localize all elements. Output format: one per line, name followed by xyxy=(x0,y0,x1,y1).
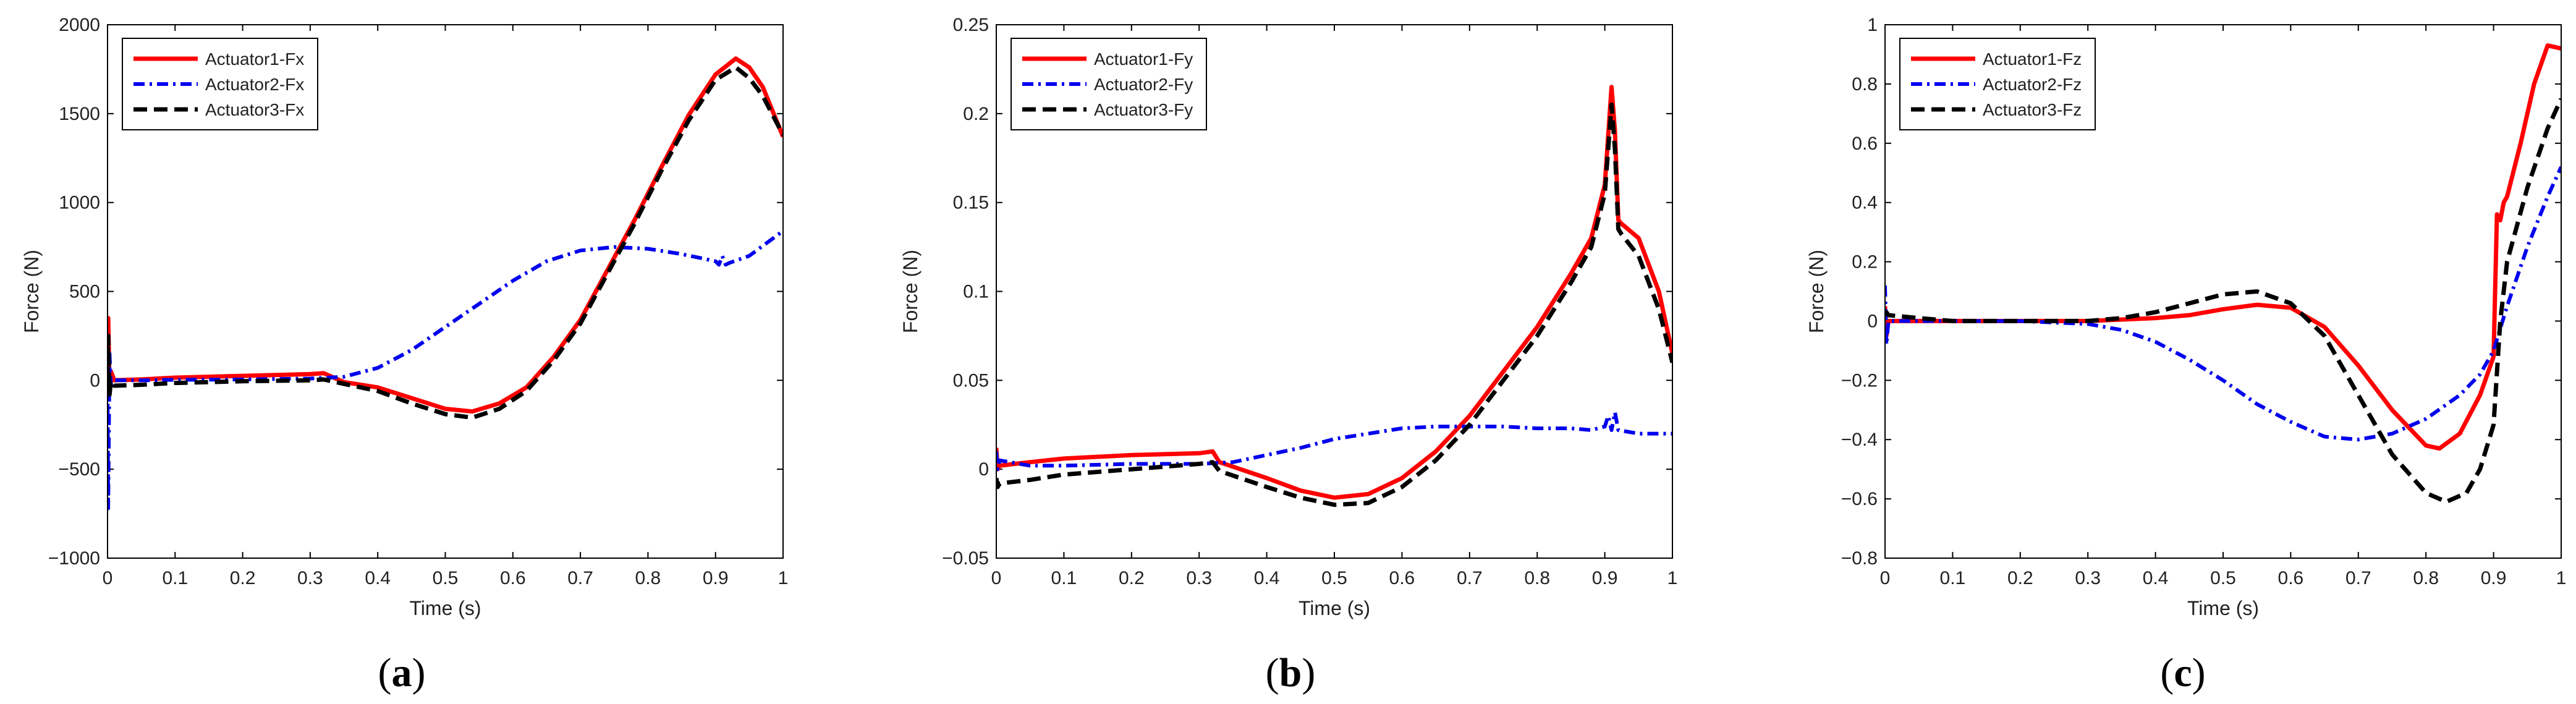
legend-entry-label: Actuator3-Fz xyxy=(1983,100,2082,119)
x-tick-label: 0.7 xyxy=(567,568,593,588)
x-tick-label: 0 xyxy=(991,568,1002,588)
x-tick-label: 0 xyxy=(1880,568,1891,588)
y-tick-label: 0.15 xyxy=(953,193,989,213)
y-tick-label: 2000 xyxy=(59,15,100,35)
x-tick-label: 1 xyxy=(1667,568,1678,588)
x-tick-label: 0.2 xyxy=(230,568,256,588)
y-tick-label: 0 xyxy=(1867,311,1878,331)
x-tick-label: 0.4 xyxy=(1254,568,1280,588)
series-line-actuator2-fx xyxy=(108,229,783,511)
x-tick-label: 1 xyxy=(2556,568,2567,588)
x-tick-label: 0.3 xyxy=(2075,568,2101,588)
y-axis-label: Force (N) xyxy=(899,250,922,333)
y-tick-label: −0.2 xyxy=(1841,370,1878,391)
legend-entry-label: Actuator1-Fy xyxy=(1094,49,1193,69)
y-tick-label: 0.25 xyxy=(953,15,989,35)
y-tick-label: 0 xyxy=(90,370,100,391)
y-tick-label: 0.2 xyxy=(963,104,989,124)
legend-entry-label: Actuator2-Fy xyxy=(1094,75,1193,94)
y-tick-label: 0.05 xyxy=(953,370,989,391)
x-tick-label: 0 xyxy=(103,568,113,588)
y-tick-label: 0.6 xyxy=(1852,134,1878,154)
series-line-actuator3-fx xyxy=(108,65,783,420)
x-axis-label: Time (s) xyxy=(409,597,481,619)
x-tick-label: 0.5 xyxy=(1321,568,1347,588)
series-line-actuator3-fy xyxy=(996,102,1672,507)
x-tick-label: 0.5 xyxy=(2210,568,2236,588)
x-axis-label: Time (s) xyxy=(2187,597,2259,619)
y-tick-label: 500 xyxy=(69,282,100,302)
chart-panel-a: 0 0.1 0.2 0.3 0.4 0.5 0.6 0.7 0.8 0.9 1 −1000 −500 0 5… xyxy=(20,15,788,619)
series-line-actuator2-fy xyxy=(996,410,1672,472)
panel-label-a: (a) xyxy=(378,650,426,695)
chart-panel-c: 0 0.1 0.2 0.3 0.4 0.5 0.6 0.7 0.8 0.9 1 −0.8 −0.6 −0.… xyxy=(1805,15,2566,619)
legend: Actuator1-Fz Actuator2-Fz Actuator3-Fz xyxy=(1899,38,2096,130)
y-tick-label: 1000 xyxy=(59,193,100,213)
legend-entry-label: Actuator1-Fx xyxy=(205,49,304,69)
x-tick-label: 0.6 xyxy=(1389,568,1415,588)
legend: Actuator1-Fx Actuator2-Fx Actuator3-Fx xyxy=(122,38,318,130)
panel-label-c: (c) xyxy=(2160,650,2205,695)
y-tick-label: −0.05 xyxy=(942,548,989,569)
x-tick-label: 0.8 xyxy=(1524,568,1550,588)
x-tick-label: 0.8 xyxy=(2413,568,2439,588)
y-tick-label: 0.2 xyxy=(1852,252,1878,273)
y-axis-label: Force (N) xyxy=(20,250,43,333)
legend: Actuator1-Fy Actuator2-Fy Actuator3-Fy xyxy=(1010,38,1207,130)
series-line-actuator3-fz xyxy=(1885,98,2561,504)
legend-box xyxy=(1010,38,1207,130)
y-tick-label: −0.8 xyxy=(1841,548,1878,569)
y-axis-label: Force (N) xyxy=(1805,250,1828,333)
x-tick-label: 0.2 xyxy=(1119,568,1145,588)
x-tick-label: 0.1 xyxy=(1051,568,1077,588)
legend-box xyxy=(1899,38,2096,130)
x-tick-label: 0.8 xyxy=(635,568,661,588)
x-tick-label: 1 xyxy=(778,568,789,588)
x-tick-label: 0.7 xyxy=(1457,568,1483,588)
x-tick-label: 0.5 xyxy=(433,568,459,588)
x-tick-label: 0.1 xyxy=(1940,568,1966,588)
series-line-actuator1-fy xyxy=(996,85,1672,500)
x-tick-label: 0.1 xyxy=(162,568,188,588)
y-tick-label: −0.4 xyxy=(1841,430,1878,450)
x-tick-label: 0.6 xyxy=(2278,568,2304,588)
plot-frame xyxy=(1884,24,2562,559)
y-tick-label: 0.8 xyxy=(1852,74,1878,95)
y-tick-label: 0 xyxy=(978,459,989,480)
legend-entry-label: Actuator1-Fz xyxy=(1983,49,2082,69)
legend-entry-label: Actuator3-Fy xyxy=(1094,100,1193,119)
x-tick-label: 0.4 xyxy=(365,568,391,588)
x-tick-label: 0.9 xyxy=(703,568,729,588)
plot-frame xyxy=(107,24,784,559)
x-tick-label: 0.2 xyxy=(2007,568,2033,588)
panel-label-b: (b) xyxy=(1266,650,1316,695)
x-tick-label: 0.7 xyxy=(2345,568,2371,588)
legend-entry-label: Actuator2-Fx xyxy=(205,75,304,94)
x-tick-label: 0.9 xyxy=(2481,568,2507,588)
y-tick-label: −1000 xyxy=(48,548,100,569)
chart-panel-b: 0 0.1 0.2 0.3 0.4 0.5 0.6 0.7 0.8 0.9 1−0.0500.050… xyxy=(899,15,1677,619)
y-tick-label: 1 xyxy=(1867,15,1878,35)
legend-entry-label: Actuator2-Fz xyxy=(1983,75,2082,94)
x-tick-label: 0.6 xyxy=(500,568,526,588)
x-axis-label: Time (s) xyxy=(1299,597,1370,619)
x-tick-label: 0.4 xyxy=(2143,568,2169,588)
y-tick-label: 0.4 xyxy=(1852,193,1878,213)
plot-frame xyxy=(996,24,1673,559)
y-tick-label: −0.6 xyxy=(1841,489,1878,509)
x-tick-label: 0.3 xyxy=(1186,568,1212,588)
series-line-actuator1-fx xyxy=(108,56,783,414)
y-tick-label: −500 xyxy=(58,459,100,480)
x-tick-label: 0.3 xyxy=(297,568,323,588)
y-tick-label: 0.1 xyxy=(963,282,989,302)
legend-box xyxy=(122,38,318,130)
y-tick-label: 1500 xyxy=(59,104,100,124)
legend-entry-label: Actuator3-Fx xyxy=(205,100,304,119)
x-tick-label: 0.9 xyxy=(1592,568,1618,588)
